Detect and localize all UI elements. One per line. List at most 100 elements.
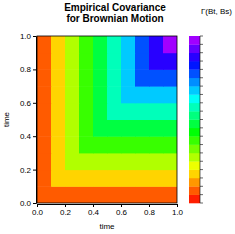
colorbar-tick [200, 77, 203, 78]
y-tick: 0.2 [20, 166, 36, 175]
heat-cell [149, 120, 164, 137]
heat-cell [107, 120, 122, 137]
y-tick-label: 0.2 [20, 166, 32, 175]
heat-cell [65, 103, 80, 120]
heat-cell [79, 69, 94, 86]
y-tick: 0.6 [20, 99, 36, 108]
x-tick: 0.6 [116, 204, 128, 217]
colorbar-tick [200, 52, 203, 53]
title-line: Empirical Covariance [64, 2, 166, 13]
heat-cell [51, 186, 66, 203]
heat-cell [37, 170, 52, 187]
colorbar-tick [200, 44, 203, 45]
colorbar-tick [200, 36, 203, 37]
heat-cell [37, 53, 52, 70]
y-tick-mark [33, 36, 36, 37]
colorbar-axis-line [200, 36, 201, 203]
x-tick: 0.8 [144, 204, 156, 217]
heat-cell [149, 136, 164, 153]
heat-cell [163, 103, 177, 120]
colorbar-tick [200, 169, 203, 170]
colorbar-tick [200, 61, 203, 62]
heat-cell [163, 186, 177, 203]
y-tick: 0.4 [20, 132, 36, 141]
y-axis: 0.0 0.2 0.4 0.6 0.8 1.0 [20, 32, 37, 208]
colorbar-tick [200, 119, 203, 120]
heat-cell [37, 136, 52, 153]
heat-cell [107, 186, 122, 203]
y-axis-line [33, 37, 37, 204]
heat-cell [65, 153, 80, 170]
colorbar-band [189, 153, 200, 162]
heat-cell [93, 86, 108, 103]
heat-cell [149, 153, 164, 170]
heat-cell [93, 36, 108, 53]
heat-cell [149, 186, 164, 203]
heat-cell [51, 170, 66, 187]
colorbar-tick [200, 161, 203, 162]
y-tick: 1.0 [20, 32, 36, 41]
heat-cell [135, 36, 150, 53]
heat-cell [51, 36, 66, 53]
x-tick-label: 1.0 [172, 208, 184, 217]
x-tick-label: 0.6 [116, 208, 128, 217]
heat-cell [79, 136, 94, 153]
heat-cell [163, 86, 177, 103]
cells [37, 36, 177, 203]
y-tick-label: 0.8 [20, 65, 32, 74]
heat-cell [121, 170, 136, 187]
x-tick: 0.0 [32, 204, 44, 217]
heat-cell [135, 86, 150, 103]
plot-frame [37, 36, 177, 203]
heat-cell [79, 103, 94, 120]
x-tick-label: 0.2 [60, 208, 72, 217]
heat-cell [65, 53, 80, 70]
colorbar-tick [200, 194, 203, 195]
colorbar-tick [200, 111, 203, 112]
title-line: for Brownian Motion [66, 13, 163, 24]
colorbar-band [189, 94, 200, 103]
heat-cell [79, 53, 94, 70]
heat-cell [79, 170, 94, 187]
colorbar-tick [200, 136, 203, 137]
heat-cell [149, 86, 164, 103]
heat-cell [107, 153, 122, 170]
heat-cell [79, 120, 94, 137]
heat-cell [93, 53, 108, 70]
heat-cell [65, 170, 80, 187]
y-tick-mark [33, 170, 36, 171]
colorbar-tick [200, 127, 203, 128]
y-tick-label: 0.0 [20, 199, 32, 208]
colorbar-band [189, 44, 200, 53]
heat-cell [135, 103, 150, 120]
colorbar-band [189, 178, 200, 187]
colorbar [189, 36, 203, 203]
colorbar-title: Γ(Bt, Bs) [201, 7, 232, 16]
heat-cell [121, 69, 136, 86]
title: Empirical Covariancefor Brownian Motion [64, 2, 166, 24]
heat-cell [121, 186, 136, 203]
heat-cell [65, 36, 80, 53]
x-tick-label: 0.4 [88, 208, 100, 217]
heat-cell [135, 153, 150, 170]
colorbar-tick [200, 69, 203, 70]
heat-cell [37, 153, 52, 170]
heat-cell [93, 103, 108, 120]
heat-cell [93, 120, 108, 137]
heat-cell [65, 120, 80, 137]
heat-cell [93, 69, 108, 86]
heat-cell [121, 86, 136, 103]
colorbar-band [189, 86, 200, 95]
y-tick-mark [33, 103, 36, 104]
colorbar-tick [200, 186, 203, 187]
y-tick-label: 0.6 [20, 99, 32, 108]
y-tick: 0.8 [20, 65, 36, 74]
heat-cell [135, 53, 150, 70]
x-tick: 0.2 [60, 204, 72, 217]
heat-cell [135, 120, 150, 137]
colorbar-band [189, 136, 200, 145]
x-tick: 0.4 [88, 204, 100, 217]
y-tick-mark [33, 69, 36, 70]
heat-cell [79, 36, 94, 53]
heat-cell [135, 69, 150, 86]
